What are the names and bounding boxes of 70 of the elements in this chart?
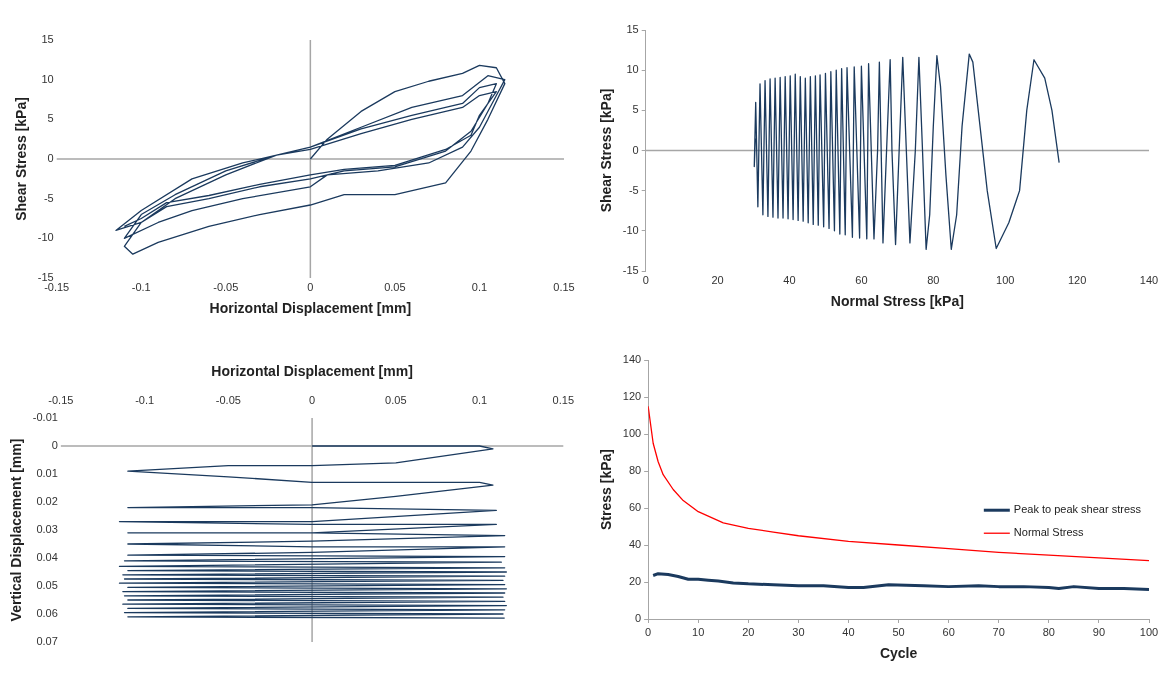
y-tick-label: 0 [635, 612, 642, 625]
y-tick-label: -5 [43, 191, 54, 204]
y-tick-label: 15 [41, 33, 54, 46]
legend-label: Normal Stress [1013, 526, 1084, 539]
x-tick-label: 70 [992, 625, 1005, 638]
x-tick-label: 0.05 [384, 280, 406, 293]
x-tick-label: -0.05 [213, 280, 239, 293]
y-tick-label: 100 [622, 427, 642, 440]
y-tick-label: 5 [47, 112, 54, 125]
x-tick-label: 60 [942, 625, 955, 638]
y-tick-label: -15 [622, 264, 639, 277]
y-tick-label: 10 [41, 72, 54, 85]
y-tick-label: -10 [622, 223, 639, 236]
y-axis-title: Vertical Displacement [mm] [8, 438, 25, 622]
x-tick-label: 0.1 [471, 394, 488, 407]
y-tick-label: 0.02 [36, 495, 58, 508]
y-tick-label: 0.07 [36, 635, 58, 648]
x-tick-label: -0.05 [215, 394, 241, 407]
x-tick-label: -0.1 [135, 394, 155, 407]
x-tick-label: 0 [309, 394, 316, 407]
x-tick-label: 100 [996, 273, 1015, 286]
y-axis-title: Shear Stress [kPa] [598, 88, 615, 213]
y-tick-label: -10 [37, 231, 54, 244]
y-tick-label: 80 [628, 464, 642, 477]
x-tick-label: 40 [783, 273, 796, 286]
y-tick-label: 40 [628, 538, 642, 551]
x-tick-label: 0 [307, 280, 314, 293]
x-tick-label: 20 [742, 625, 755, 638]
x-axis-title: Normal Stress [kPa] [830, 293, 964, 310]
y-tick-label: 0.06 [36, 607, 58, 620]
x-tick-label: -0.15 [48, 394, 74, 407]
x-tick-label: -0.1 [131, 280, 151, 293]
x-axis-title: Horizontal Displacement [mm] [209, 300, 412, 317]
y-tick-label: -5 [628, 183, 639, 196]
x-tick-label: 120 [1067, 273, 1087, 286]
y-tick-label: 0 [47, 152, 54, 165]
y-tick-label: 15 [626, 23, 639, 36]
x-tick-label: 80 [927, 273, 940, 286]
x-tick-label: 100 [1139, 625, 1159, 638]
y-tick-label: 0 [51, 439, 58, 452]
x-axis-title: Cycle [879, 645, 918, 662]
x-tick-label: 0.15 [553, 280, 575, 293]
x-axis-title: Horizontal Displacement [mm] [211, 363, 413, 380]
x-tick-label: 10 [692, 625, 705, 638]
y-tick-label: 20 [628, 575, 642, 588]
x-tick-label: 90 [1092, 625, 1106, 638]
y-axis-title: Shear Stress [kPa] [13, 97, 30, 221]
y-tick-label: 10 [626, 63, 639, 76]
x-tick-label: 80 [1042, 625, 1055, 638]
y-tick-label: 60 [628, 501, 642, 514]
x-tick-label: 40 [842, 625, 855, 638]
x-tick-label: 30 [792, 625, 805, 638]
y-tick-label: -0.01 [32, 411, 58, 424]
y-tick-label: 0 [632, 143, 639, 156]
x-tick-label: 0.1 [471, 280, 488, 293]
y-axis-title: Stress [kPa] [598, 449, 615, 530]
y-tick-label: 140 [622, 353, 642, 366]
x-tick-label: 50 [892, 625, 905, 638]
legend-label: Peak to peak shear stress [1013, 503, 1142, 516]
x-tick-label: 0.15 [552, 394, 575, 407]
x-tick-label: 20 [711, 273, 724, 286]
y-tick-label: 0.04 [36, 551, 58, 564]
y-tick-label: 0.03 [36, 523, 58, 536]
x-tick-label: 140 [1139, 273, 1159, 286]
y-tick-label: 5 [632, 103, 639, 116]
x-tick-label: 0 [645, 625, 652, 638]
x-tick-label: 60 [855, 273, 868, 286]
y-tick-label: 0.01 [36, 467, 58, 480]
x-tick-label: 0.05 [385, 394, 407, 407]
y-tick-label: 0.05 [36, 579, 58, 592]
